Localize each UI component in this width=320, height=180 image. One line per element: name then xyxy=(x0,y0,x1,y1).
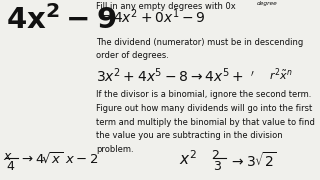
Text: $\mathbf{4x^2-9}$: $\mathbf{4x^2-9}$ xyxy=(6,5,117,35)
Text: the value you are subtracting in the division: the value you are subtracting in the div… xyxy=(96,131,283,140)
Text: $\rightarrow 4\!\sqrt{x}\ x - 2$: $\rightarrow 4\!\sqrt{x}\ x - 2$ xyxy=(19,151,99,166)
Text: order of degrees.: order of degrees. xyxy=(96,51,169,60)
Text: problem.: problem. xyxy=(96,145,134,154)
Text: $4$: $4$ xyxy=(6,160,16,173)
Text: $\rightarrow 3\sqrt{2}$: $\rightarrow 3\sqrt{2}$ xyxy=(229,151,277,170)
Text: Figure out how many dividends will go into the first: Figure out how many dividends will go in… xyxy=(96,104,312,113)
Text: $r^2\tilde{x}^n$: $r^2\tilde{x}^n$ xyxy=(269,67,292,83)
Text: The dividend (numerator) must be in descending: The dividend (numerator) must be in desc… xyxy=(96,38,303,47)
Text: term and multiply the binomial by that value to find: term and multiply the binomial by that v… xyxy=(96,118,315,127)
Text: $3x^2 + 4x^5 - 8 \rightarrow 4x^5 +\ ^{\prime}$: $3x^2 + 4x^5 - 8 \rightarrow 4x^5 +\ ^{\… xyxy=(96,67,255,85)
Text: $x$: $x$ xyxy=(3,150,13,163)
Text: $3$: $3$ xyxy=(213,160,222,173)
Text: degree: degree xyxy=(257,1,277,6)
Text: $x^2$: $x^2$ xyxy=(179,149,197,168)
Text: $2$: $2$ xyxy=(211,149,220,162)
Text: Fill in any empty degrees with 0x: Fill in any empty degrees with 0x xyxy=(96,2,236,11)
Text: $= 4x^2 + 0x^1 - 9$: $= 4x^2 + 0x^1 - 9$ xyxy=(96,7,205,26)
Text: If the divisor is a binomial, ignore the second term.: If the divisor is a binomial, ignore the… xyxy=(96,90,311,99)
